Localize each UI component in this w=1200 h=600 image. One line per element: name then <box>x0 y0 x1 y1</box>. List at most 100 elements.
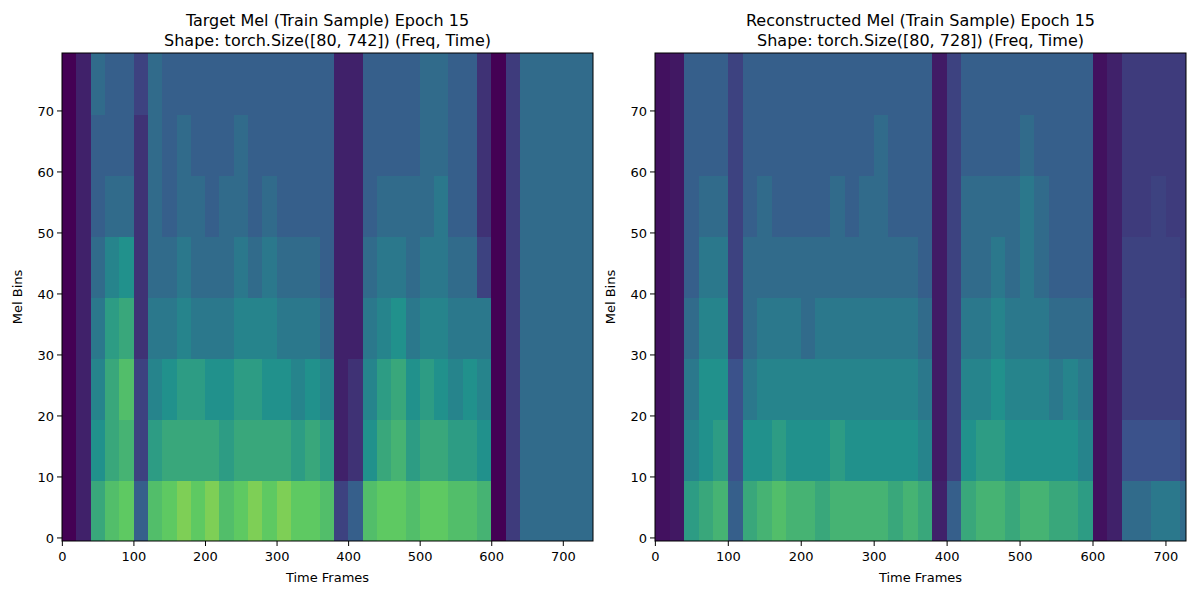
cell <box>277 480 292 541</box>
y-tick <box>57 171 62 172</box>
cell <box>845 419 860 481</box>
cell <box>1180 236 1186 298</box>
cell <box>162 114 177 176</box>
cell <box>291 175 306 237</box>
title: Reconstructed Mel (Train Sample) Epoch 1… <box>746 11 1095 30</box>
cell <box>947 53 962 115</box>
cell <box>1063 236 1078 298</box>
cell <box>577 114 592 176</box>
y-tick-label: 10 <box>630 470 647 485</box>
cell <box>406 480 421 541</box>
cell <box>434 419 449 481</box>
y-tick-label: 60 <box>630 165 647 180</box>
cell <box>391 358 406 420</box>
cell <box>699 480 714 541</box>
cell <box>177 297 192 359</box>
cell <box>348 53 363 115</box>
x-tick-label: 500 <box>408 549 433 564</box>
cell <box>830 480 845 541</box>
cell <box>961 480 976 541</box>
cell <box>655 114 670 176</box>
cell <box>219 480 234 541</box>
y-tick <box>57 110 62 111</box>
cell <box>699 114 714 176</box>
cell <box>655 480 670 541</box>
cell <box>670 419 685 481</box>
cell <box>491 175 506 237</box>
cell <box>859 480 874 541</box>
y-tick-label: 40 <box>37 287 54 302</box>
cell <box>1049 297 1064 359</box>
cell <box>1180 297 1186 359</box>
cell <box>76 297 91 359</box>
x-tick-label: 200 <box>789 549 814 564</box>
cell <box>1063 297 1078 359</box>
cell <box>520 175 535 237</box>
cell <box>918 175 933 237</box>
x-tick-label: 0 <box>58 549 66 564</box>
cell <box>772 358 787 420</box>
cell <box>320 297 335 359</box>
cell <box>491 236 506 298</box>
cell <box>105 53 120 115</box>
cell <box>534 236 549 298</box>
cell <box>1151 358 1166 420</box>
cell <box>506 114 521 176</box>
cell <box>684 175 699 237</box>
x-tick <box>348 541 349 546</box>
cell <box>577 419 592 481</box>
cell <box>903 53 918 115</box>
cell <box>291 480 306 541</box>
cell <box>845 114 860 176</box>
cell <box>670 175 685 237</box>
cell <box>534 53 549 115</box>
cell <box>976 114 991 176</box>
cell <box>377 419 392 481</box>
cell <box>1122 53 1137 115</box>
cell <box>1093 53 1108 115</box>
cell <box>363 358 378 420</box>
cell <box>506 297 521 359</box>
cell <box>477 419 492 481</box>
cell <box>105 419 120 481</box>
cell <box>684 236 699 298</box>
cell <box>699 236 714 298</box>
cell <box>918 480 933 541</box>
cell <box>277 175 292 237</box>
cell <box>1151 175 1166 237</box>
cell <box>1034 419 1049 481</box>
cell <box>684 480 699 541</box>
cell <box>62 480 77 541</box>
cell <box>549 114 564 176</box>
cell <box>491 53 506 115</box>
cell <box>699 53 714 115</box>
cell <box>91 53 106 115</box>
cell <box>888 419 903 481</box>
cell <box>1151 53 1166 115</box>
x-tick-label: 400 <box>935 549 960 564</box>
cell <box>961 419 976 481</box>
x-tick <box>563 541 564 546</box>
cell <box>1122 114 1137 176</box>
cell <box>248 53 263 115</box>
cell <box>563 419 578 481</box>
cell <box>1049 480 1064 541</box>
cell <box>1093 358 1108 420</box>
cell <box>334 175 349 237</box>
cell <box>815 114 830 176</box>
cell <box>859 419 874 481</box>
cell <box>477 175 492 237</box>
cell <box>947 236 962 298</box>
y-tick <box>57 537 62 538</box>
cell <box>772 175 787 237</box>
cell <box>520 53 535 115</box>
cell <box>830 175 845 237</box>
cell <box>62 53 77 115</box>
cell <box>549 419 564 481</box>
cell <box>947 358 962 420</box>
cell <box>234 175 249 237</box>
cell <box>219 297 234 359</box>
cell <box>888 358 903 420</box>
cell <box>815 419 830 481</box>
cell <box>262 236 277 298</box>
